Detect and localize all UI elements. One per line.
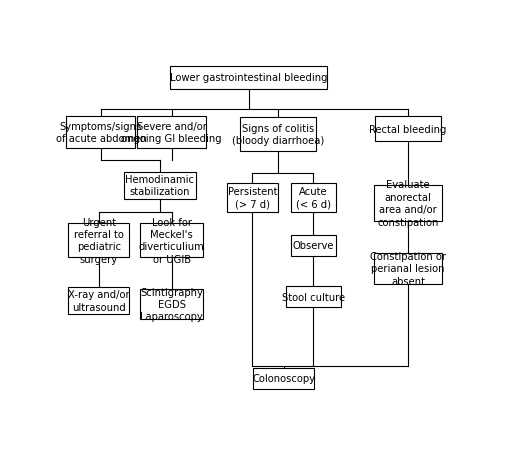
FancyBboxPatch shape <box>291 184 336 213</box>
Text: Look for
Meckel's
diverticulium
or UGIB: Look for Meckel's diverticulium or UGIB <box>139 217 205 264</box>
FancyBboxPatch shape <box>291 235 336 257</box>
Text: Scintigraphy
EGDS
Laparoscopy: Scintigraphy EGDS Laparoscopy <box>140 287 203 322</box>
FancyBboxPatch shape <box>286 286 341 308</box>
FancyBboxPatch shape <box>140 289 203 319</box>
FancyBboxPatch shape <box>227 184 278 213</box>
Text: Evaluate
anorectal
area and/or
constipation: Evaluate anorectal area and/or constipat… <box>377 180 439 227</box>
Text: Lower gastrointestinal bleeding: Lower gastrointestinal bleeding <box>170 73 327 83</box>
Text: Stool culture: Stool culture <box>282 292 345 302</box>
FancyBboxPatch shape <box>373 253 442 285</box>
Text: Signs of colitis
(bloody diarrhoea): Signs of colitis (bloody diarrhoea) <box>232 123 324 146</box>
FancyBboxPatch shape <box>69 224 130 257</box>
Text: Severe and/or
ongoing GI bleeding: Severe and/or ongoing GI bleeding <box>121 122 222 144</box>
FancyBboxPatch shape <box>240 118 316 151</box>
FancyBboxPatch shape <box>69 287 130 314</box>
FancyBboxPatch shape <box>137 117 206 149</box>
Text: Hemodinamic
stabilization: Hemodinamic stabilization <box>125 175 195 197</box>
Text: Symptoms/signs
of acute abdomen: Symptoms/signs of acute abdomen <box>55 122 146 144</box>
FancyBboxPatch shape <box>67 117 135 149</box>
Text: Acute
(< 6 d): Acute (< 6 d) <box>296 187 331 209</box>
Text: Persistent
(> 7 d): Persistent (> 7 d) <box>228 187 277 209</box>
Text: Rectal bleeding: Rectal bleeding <box>369 124 447 134</box>
FancyBboxPatch shape <box>374 117 441 142</box>
Text: X-ray and/or
ultrasound: X-ray and/or ultrasound <box>68 290 130 312</box>
Text: Observe: Observe <box>293 241 334 251</box>
FancyBboxPatch shape <box>373 186 442 221</box>
FancyBboxPatch shape <box>123 173 197 199</box>
FancyBboxPatch shape <box>140 224 203 257</box>
FancyBboxPatch shape <box>253 368 314 389</box>
Text: Colonoscopy: Colonoscopy <box>252 374 315 383</box>
Text: Constipation or
perianal lesion
absent: Constipation or perianal lesion absent <box>370 252 446 286</box>
FancyBboxPatch shape <box>170 67 327 90</box>
Text: Urgent
referral to
pediatric
surgery: Urgent referral to pediatric surgery <box>74 217 124 264</box>
